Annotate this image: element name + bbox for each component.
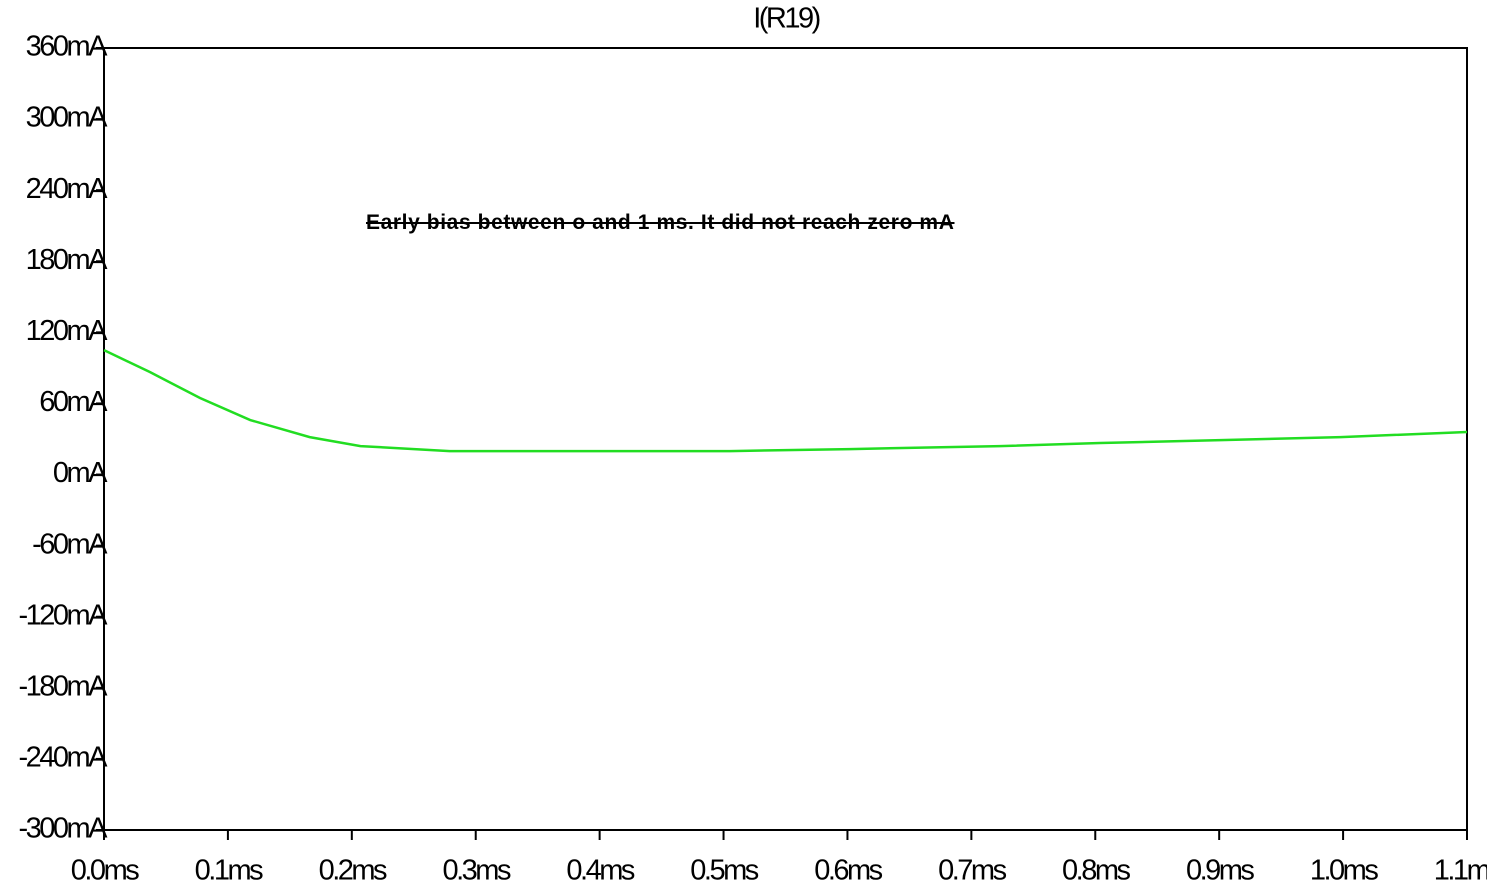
y-tick-label: -60mA (32, 528, 108, 560)
y-tick-label: 60mA (39, 386, 108, 418)
y-tick-label: -240mA (18, 742, 108, 774)
x-tick-label: 0.3ms (442, 855, 510, 883)
x-tick-label: 1.0ms (1310, 855, 1378, 883)
x-tick-label: 0.4ms (566, 855, 634, 883)
x-tick-label: 1.1ms (1434, 855, 1487, 883)
x-tick-label: 0.6ms (814, 855, 882, 883)
y-tick-label: 120mA (26, 315, 109, 347)
x-tick-label: 0.7ms (938, 855, 1006, 883)
x-tick-label: 0.1ms (195, 855, 263, 883)
x-tick-label: 0.5ms (690, 855, 758, 883)
chart-title: I(R19) (753, 3, 819, 35)
x-tick-label: 0.2ms (319, 855, 387, 883)
plot-frame (103, 47, 1468, 831)
y-tick-label: 0mA (53, 457, 108, 489)
y-tick-label: 240mA (26, 173, 109, 205)
x-tick-label: 0.8ms (1062, 855, 1130, 883)
y-tick-label: 300mA (26, 102, 109, 134)
x-tick-label: 0.0ms (71, 855, 139, 883)
x-tick-label: 0.9ms (1186, 855, 1254, 883)
annotation: Early bias between o and 1 ms. It did no… (366, 211, 955, 234)
y-tick-label: -180mA (18, 670, 108, 702)
y-tick-label: 360mA (26, 31, 109, 63)
data-line (103, 349, 1468, 453)
y-tick-label: 180mA (26, 244, 109, 276)
y-tick-label: -120mA (18, 599, 108, 631)
y-tick-label: -300mA (18, 813, 108, 845)
